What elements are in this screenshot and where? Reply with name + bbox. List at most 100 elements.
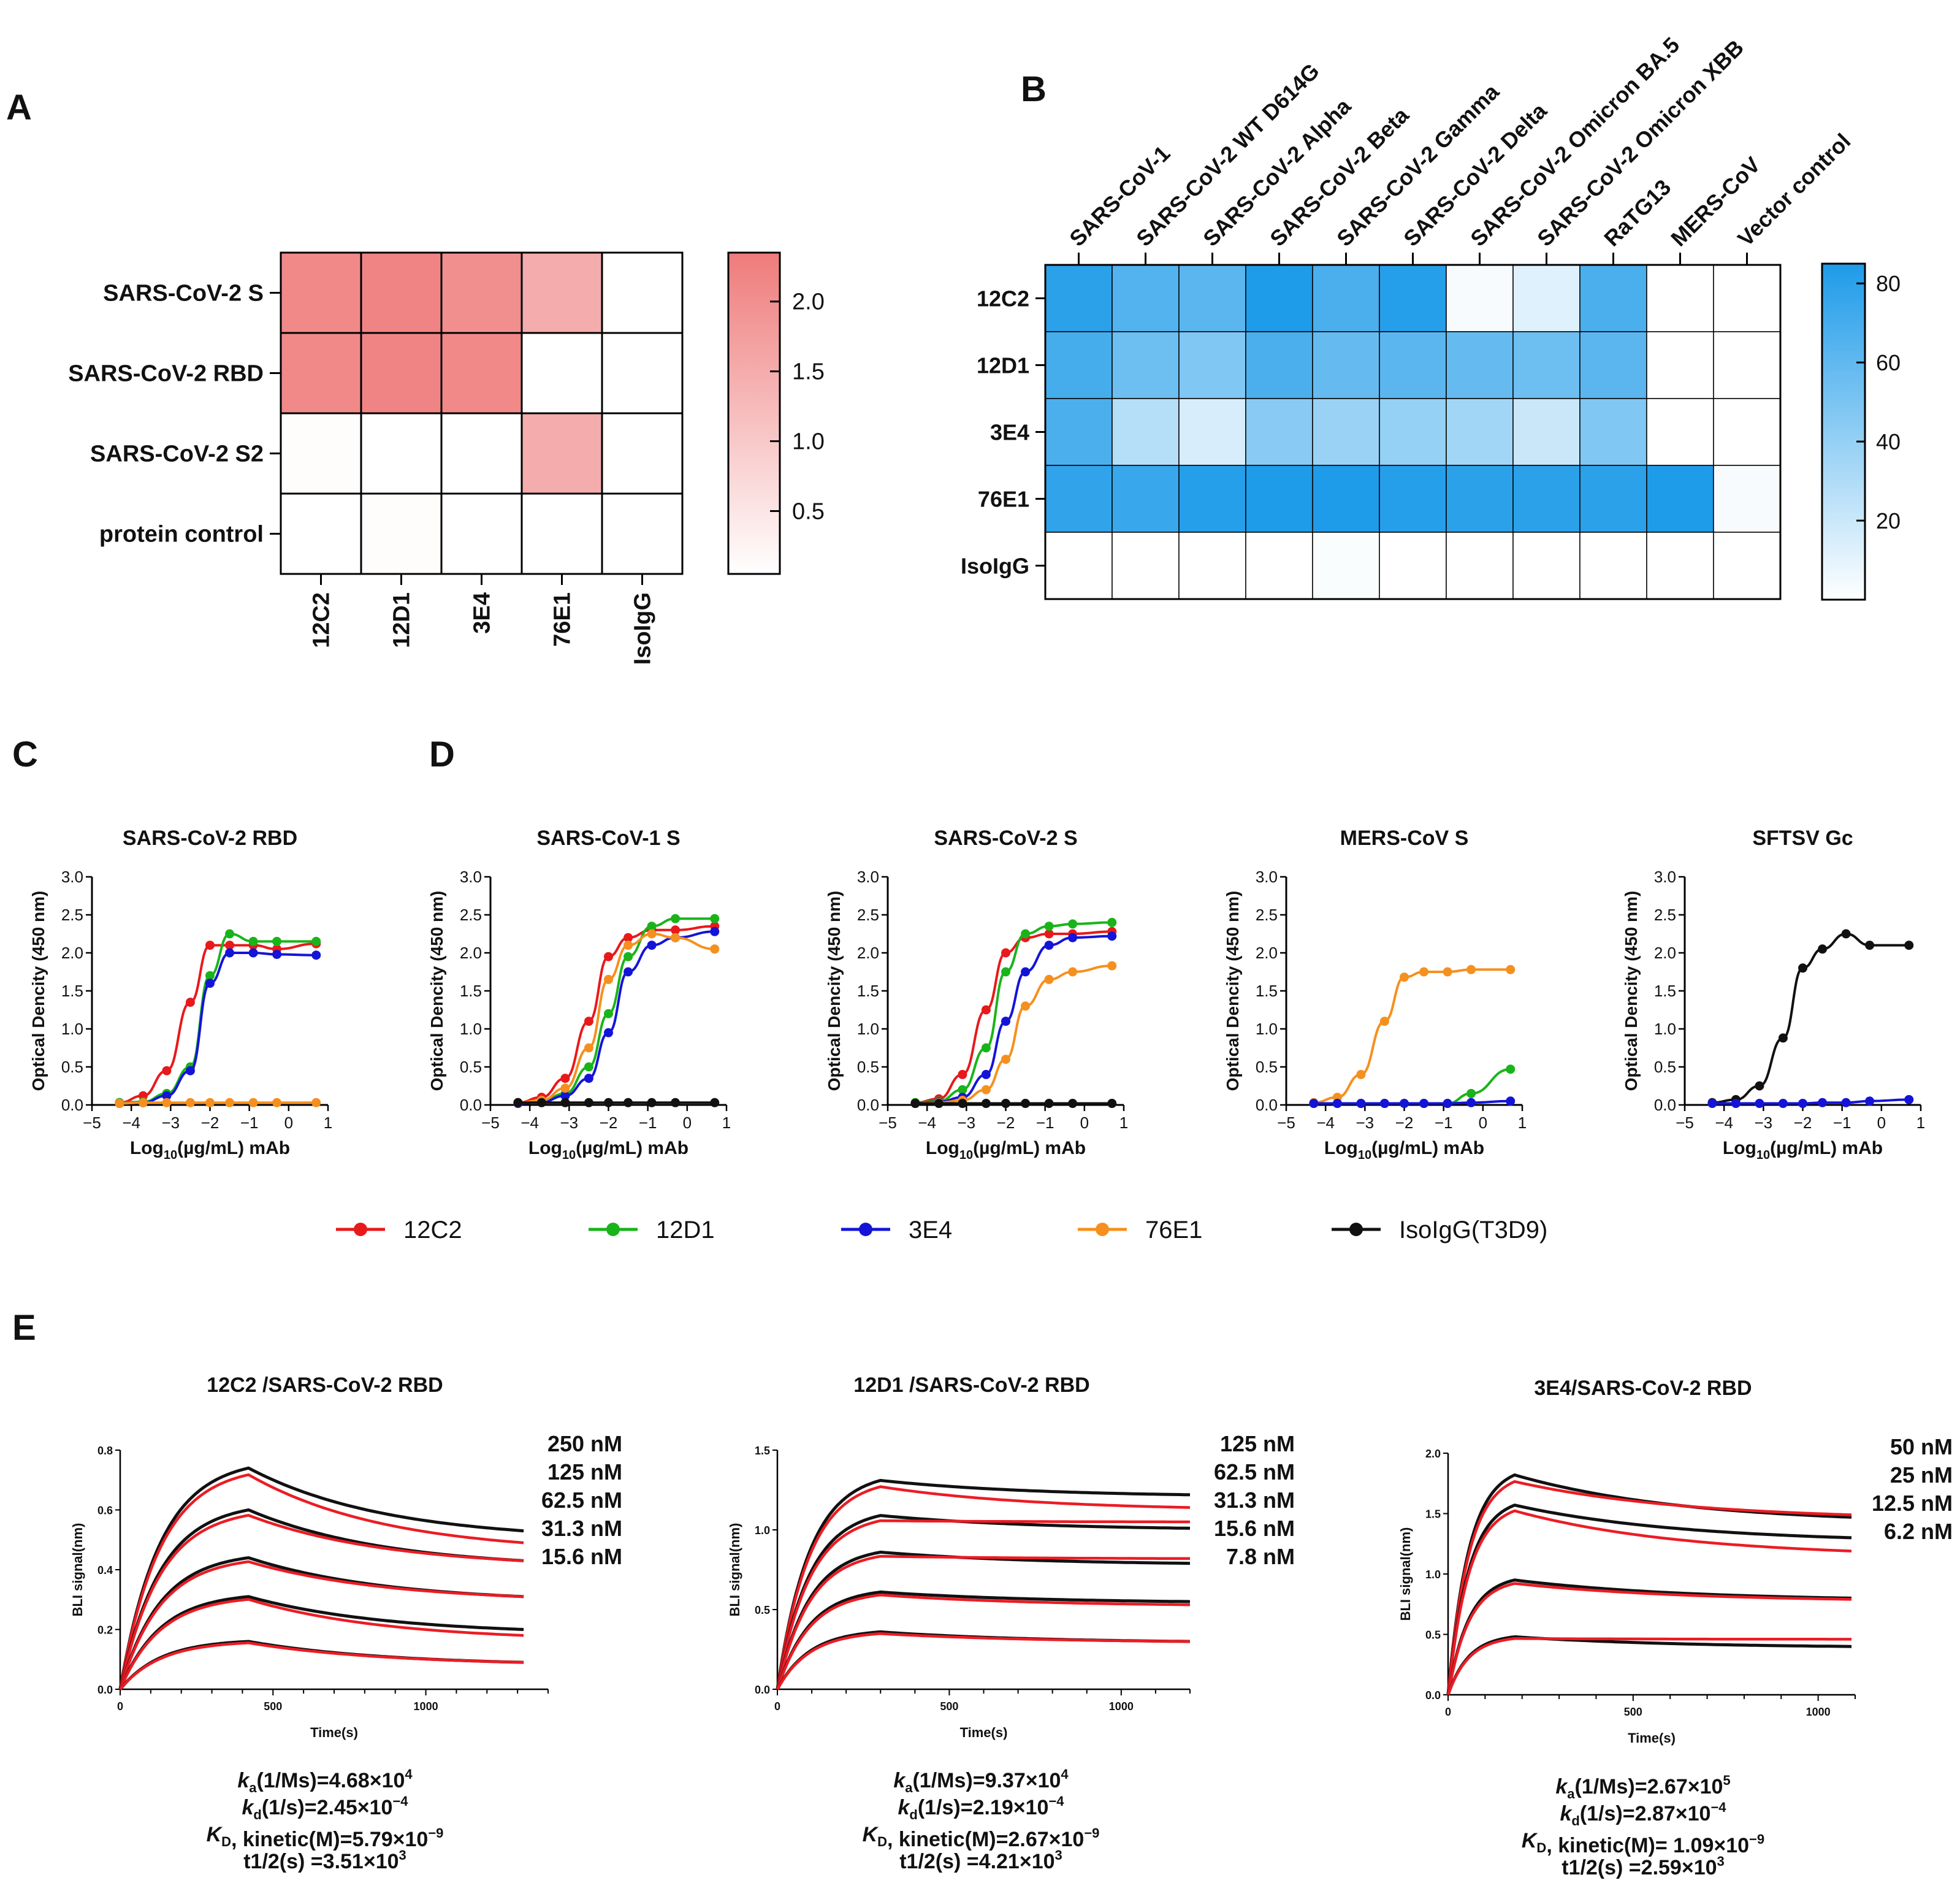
y-tick-label: 0.0 (755, 1684, 770, 1696)
data-point (1068, 919, 1078, 929)
data-point (981, 1099, 991, 1109)
stat-unit: (1/s) (918, 1796, 961, 1819)
legend-swatch-dot (606, 1223, 620, 1236)
x-tick-label: 0 (774, 1700, 780, 1713)
stat-unit: (1/Ms) (1574, 1775, 1634, 1798)
data-point (1107, 917, 1117, 927)
legend-swatch-dot (859, 1223, 872, 1236)
heatmap-cell (1646, 264, 1714, 332)
series-line (517, 930, 715, 1105)
x-axis-label: Log10(µg/mL) mAb (1723, 1138, 1883, 1162)
stat-exponent: 4 (405, 1767, 413, 1782)
elisa-D2: SARS-CoV-2 S 0.0 0.5 1.0 1.5 2.0 2.5 3.0 −5 −4 −3 −… (825, 827, 1128, 1162)
kinetics-stat: kd(1/s)=2.87×10−4 (1560, 1800, 1726, 1828)
data-point (584, 1017, 593, 1026)
data-point (1841, 1098, 1851, 1107)
elisa-D4: SFTSV Gc 0.0 0.5 1.0 1.5 2.0 2.5 3.0 −5 −4 −3 −2 −1 0… (1622, 827, 1925, 1162)
chart-title: 12C2 /SARS-CoV-2 RBD (207, 1373, 443, 1397)
heatmap-cell (440, 251, 523, 334)
heatmap-cell (1512, 264, 1581, 332)
x-label-part: Log (1324, 1138, 1358, 1158)
heatmap-cell (1112, 465, 1180, 533)
data-point (1356, 1099, 1366, 1109)
data-point (138, 1098, 148, 1107)
heatmap-cell (280, 251, 362, 334)
data-point (1332, 1099, 1342, 1109)
data-point (311, 950, 321, 960)
stat-value: t1/2(s) =3.51×10 (243, 1850, 398, 1873)
data-point (1865, 941, 1875, 950)
x-tick-label: −1 (1036, 1114, 1054, 1132)
x-tick-label: 1 (722, 1114, 731, 1132)
data-point (1044, 929, 1054, 939)
concentration-label: 62.5 nM (541, 1488, 622, 1513)
data-point (958, 1069, 967, 1079)
y-tick-label: 1.5 (1654, 982, 1676, 1000)
bli-trace (776, 1550, 1191, 1690)
legend-label: 12D1 (656, 1217, 715, 1243)
colorbar-label: 2.0 (792, 289, 825, 315)
concentration-label: 31.3 nM (1214, 1488, 1295, 1513)
y-axis-label: Optical Dencity (450 nm) (1223, 891, 1242, 1091)
heatmap-cell (1045, 264, 1113, 332)
bli-E2: 12D1 /SARS-CoV-2 RBD 0.0 0.5 1.0 1.5 0 500 1000… (727, 1373, 1295, 1873)
data-point (1356, 1069, 1366, 1079)
chart-title: SARS-CoV-2 RBD (123, 827, 297, 850)
heatmap-cell (440, 492, 523, 575)
concentration-label: 15.6 nM (1214, 1516, 1295, 1541)
x-axis-label: Time(s) (1628, 1730, 1676, 1746)
heatmap-cell (280, 412, 362, 495)
y-tick-label: 2.0 (857, 944, 879, 962)
data-point (1379, 1017, 1389, 1026)
data-point (513, 1098, 523, 1107)
heatmap-cell (601, 412, 684, 495)
heatmap-cell (1646, 532, 1714, 600)
heatmap-cell (1379, 398, 1447, 466)
y-axis-label: BLI signal(nm) (1398, 1527, 1413, 1621)
y-tick-label: 1.0 (1654, 1020, 1676, 1038)
heatmap-cell (1713, 331, 1781, 399)
data-point (162, 1098, 172, 1107)
heatmap-cell (521, 251, 603, 334)
data-point (272, 936, 282, 946)
heatmap-cell (1245, 532, 1313, 600)
colorbar-label: 40 (1876, 429, 1901, 454)
y-tick-label: 2.5 (1256, 906, 1278, 924)
x-tick-label: −1 (240, 1114, 259, 1132)
data-point (623, 1098, 633, 1107)
data-point (1021, 967, 1031, 977)
x-tick-label: −5 (1277, 1114, 1295, 1132)
x-tick-label: −2 (1395, 1114, 1414, 1132)
heatmap-cell (1045, 465, 1113, 533)
y-axis-label: Optical Dencity (450 nm) (29, 891, 48, 1091)
y-axis-label: BLI signal(nm) (70, 1523, 85, 1617)
stat-symbol: K (207, 1823, 223, 1846)
colorbar (1821, 262, 1866, 601)
heatmap-cell (1379, 264, 1447, 332)
data-point (1001, 1017, 1010, 1026)
data-point (1818, 1098, 1828, 1107)
row-label: 12C2 (977, 286, 1029, 311)
x-tick-label: 1 (1119, 1114, 1128, 1132)
heatmap-cell (1579, 532, 1647, 600)
x-tick-label: −4 (918, 1114, 936, 1132)
kinetics-stat: ka(1/Ms)=4.68×104 (237, 1767, 413, 1795)
stat-subscript: D (1536, 1840, 1546, 1855)
data-point (1731, 1099, 1741, 1109)
heatmap-cell (440, 412, 523, 495)
legend-swatch-dot (354, 1223, 367, 1236)
data-point (225, 948, 235, 958)
bli-trace (776, 1514, 1191, 1690)
panel-label-b: B (1021, 69, 1047, 109)
x-label-sub: 10 (1756, 1148, 1770, 1162)
data-point (1904, 1094, 1914, 1104)
heatmap-cell (1512, 465, 1581, 533)
bli-fit (1446, 1637, 1851, 1695)
data-point (1044, 1099, 1054, 1109)
col-label: 12D1 (389, 592, 415, 648)
data-point (248, 1098, 258, 1107)
y-tick-label: 1.0 (755, 1524, 770, 1537)
y-tick-label: 0.4 (97, 1564, 113, 1576)
stat-exponent: −9 (428, 1825, 443, 1841)
data-point (1044, 941, 1054, 950)
